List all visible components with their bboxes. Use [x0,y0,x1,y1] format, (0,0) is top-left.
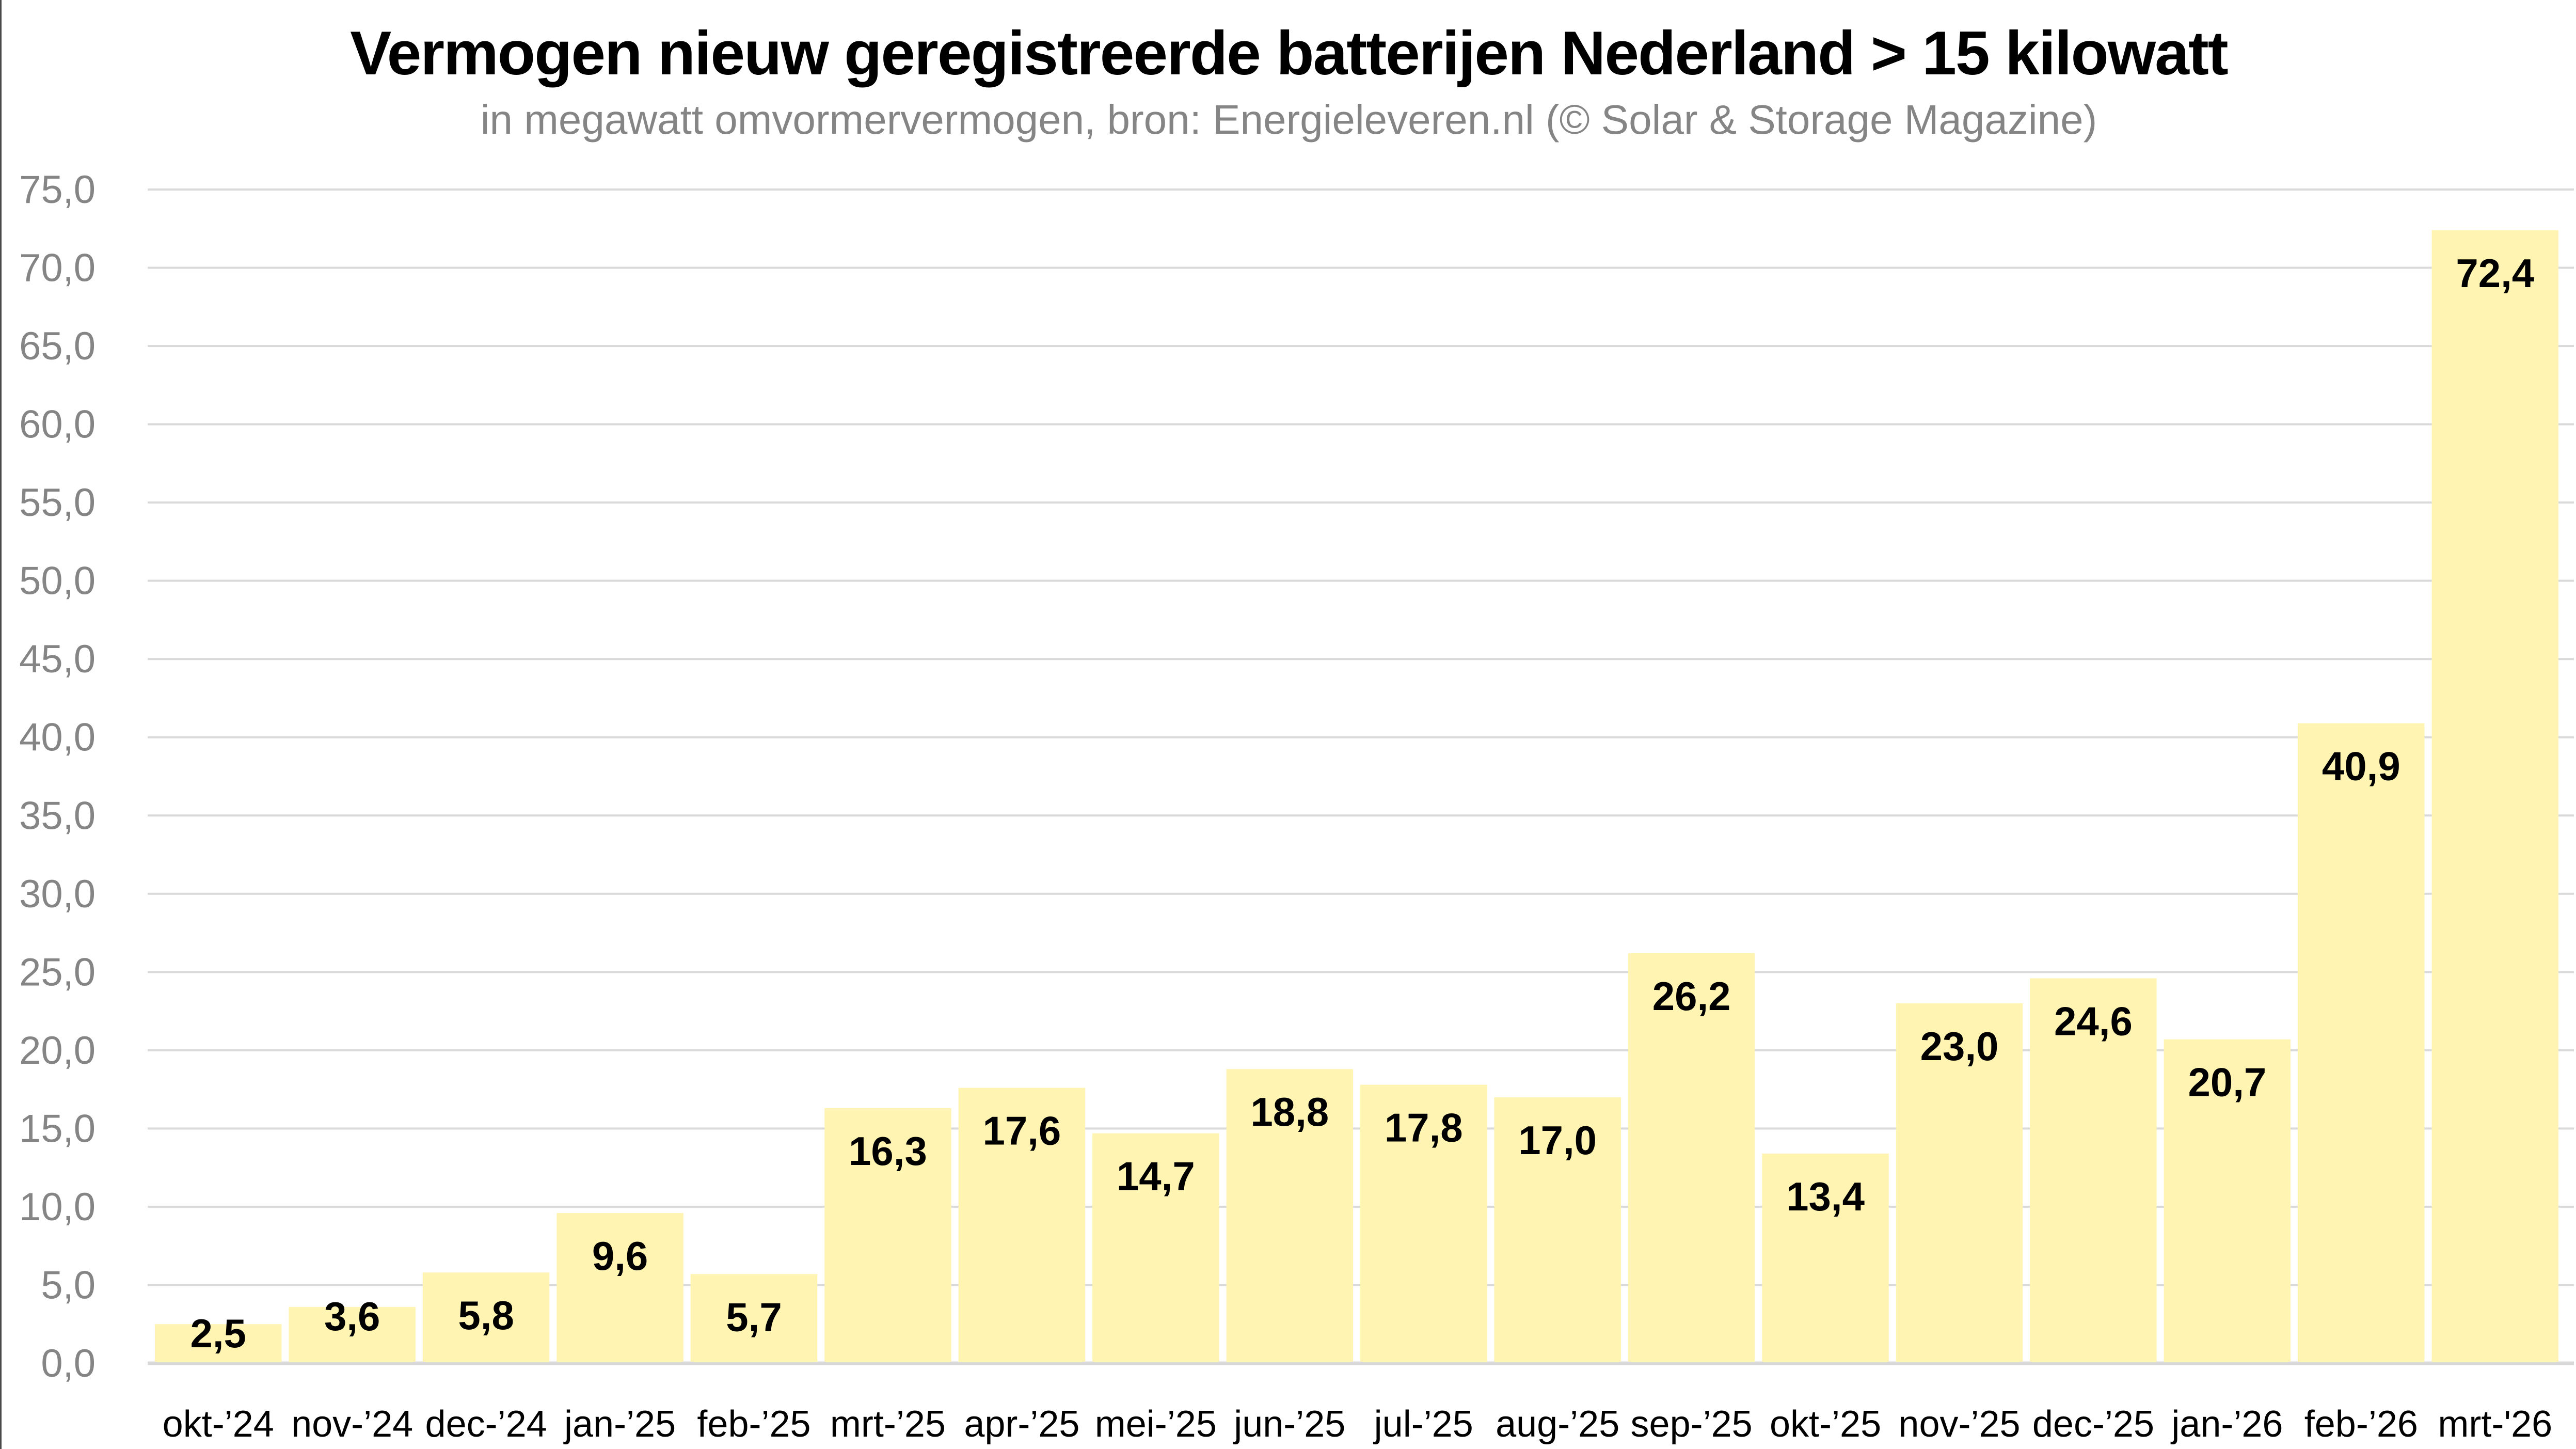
y-tick-label: 5,0 [41,1263,96,1307]
bar [1226,1069,1353,1362]
y-tick-label: 60,0 [19,403,96,447]
y-tick-label: 50,0 [19,559,96,603]
gridlines [148,188,2574,1365]
bar [1762,1153,1889,1362]
x-tick-label: jan-’26 [2170,1404,2283,1445]
data-label: 2,5 [190,1311,246,1356]
data-label: 20,7 [2188,1060,2266,1105]
y-tick-label: 75,0 [19,168,96,212]
chart-title: Vermogen nieuw geregistreerde batterijen… [350,19,2229,88]
bar [289,1306,416,1362]
bars [155,230,2558,1362]
data-label: 9,6 [592,1233,648,1279]
y-tick-label: 10,0 [19,1185,96,1229]
x-tick-label: aug-’25 [1496,1404,1619,1445]
data-label: 24,6 [2054,998,2133,1044]
x-tick-label: jan-’25 [563,1404,676,1445]
data-label: 26,2 [1652,973,1731,1019]
y-tick-label: 20,0 [19,1029,96,1073]
y-tick-label: 65,0 [19,324,96,368]
y-tick-label: 45,0 [19,637,96,681]
bar [824,1108,951,1362]
bar [2164,1039,2291,1362]
y-tick-label: 15,0 [19,1107,96,1151]
x-tick-label: apr-’25 [964,1404,1079,1445]
data-label: 13,4 [1786,1174,1865,1219]
data-label: 23,0 [1920,1023,1999,1069]
bar [2431,230,2558,1362]
y-tick-label: 25,0 [19,950,96,994]
bar [556,1213,683,1362]
x-tick-label: mrt-'26 [2438,1404,2552,1445]
data-label: 40,9 [2322,743,2400,789]
x-tick-label: nov-’24 [291,1404,413,1445]
bar [1896,1003,2023,1362]
bar [155,1324,282,1362]
bar [2030,978,2157,1362]
y-tick-label: 35,0 [19,794,96,838]
bar [2298,723,2425,1362]
data-label: 17,6 [982,1108,1061,1154]
data-label: 18,8 [1250,1089,1329,1135]
x-tick-label: nov-’25 [1898,1404,2020,1445]
x-tick-label: okt-’25 [1770,1404,1881,1445]
x-tick-label: dec-’24 [425,1404,547,1445]
x-tick-label: dec-’25 [2032,1404,2154,1445]
x-tick-label: mrt-’25 [830,1404,946,1445]
data-label: 3,6 [324,1294,380,1339]
data-label: 72,4 [2456,250,2534,296]
x-axis-ticks: okt-’24 nov-’24 dec-’24 jan-’25 feb-’25 mrt-’… [163,1404,2552,1445]
y-tick-label: 30,0 [19,872,96,916]
y-tick-label: 70,0 [19,246,96,290]
bar [1092,1133,1219,1362]
x-tick-label: jul-’25 [1373,1404,1473,1445]
data-label: 5,7 [726,1294,782,1340]
x-tick-label: okt-’24 [163,1404,274,1445]
y-axis-ticks: 0,0 5,0 10,0 15,0 20,0 25,0 30,0 35,0 40,0 45,0 50… [19,168,96,1385]
data-label: 16,3 [849,1128,927,1174]
data-label: 17,8 [1385,1105,1463,1151]
y-tick-label: 0,0 [41,1342,96,1385]
y-tick-label: 55,0 [19,481,96,525]
x-tick-label: jun-’25 [1233,1404,1345,1445]
data-label: 17,0 [1518,1117,1597,1163]
bar [690,1274,818,1362]
data-label: 14,7 [1117,1153,1195,1199]
bar [1494,1097,1621,1362]
bar [1628,953,1755,1362]
data-labels: 2,5 3,6 5,8 9,6 5,7 16,3 17,6 14,7 18,8 17,8 17,0 2… [190,250,2535,1356]
x-tick-label: sep-’25 [1631,1404,1753,1445]
chart-subtitle: in megawatt omvormervermogen, bron: Ener… [480,97,2097,143]
x-tick-label: feb-’26 [2304,1404,2418,1445]
y-tick-label: 40,0 [19,716,96,760]
bar [1360,1084,1487,1362]
bar [958,1088,1086,1362]
x-tick-label: mei-’25 [1095,1404,1217,1445]
data-label: 5,8 [458,1293,514,1338]
x-tick-label: feb-’25 [697,1404,810,1445]
bar [422,1272,550,1362]
